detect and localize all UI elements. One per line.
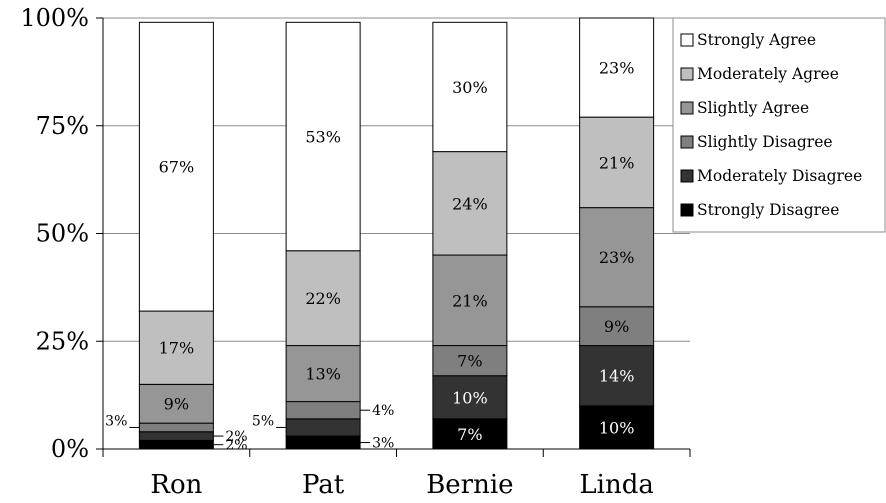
bar-segment [285,401,361,420]
legend-box [672,17,886,233]
bar-segment [432,254,508,347]
legend-swatch [680,101,694,115]
bar-segment [285,418,361,437]
y-tick-label: 100% [20,4,89,32]
data-label: 3% [372,436,394,452]
y-axis: 0% 25% 50% 75% 100% [20,4,691,463]
data-label: 67% [159,158,195,177]
y-tick-label: 50% [36,220,89,248]
data-label: 9% [604,317,629,336]
category-label: Pat [302,470,345,500]
bar-segment [138,431,214,441]
bar-segment [138,21,214,312]
bar-segment [138,422,214,433]
category-label: Bernie [426,470,513,500]
data-label: 22% [305,289,341,308]
data-label: 21% [452,291,488,310]
data-label: 17% [159,339,195,358]
data-label: 2% [225,429,247,445]
category-label: Linda [579,470,653,500]
bar-segment [579,17,655,118]
data-label: 23% [599,59,635,78]
legend-label: Moderately Disagree [697,167,862,185]
legend-swatch [680,33,694,47]
legend-swatch [680,67,694,81]
data-label: 21% [599,153,635,172]
bar-segment [579,405,655,450]
data-labels: 2%2% 3% 9% 17% 67% 3% 5% 4% 13% 22% 53% 7% 10% 7% 21% 2… [105,59,634,454]
data-label: 14% [599,367,635,386]
data-label: 23% [599,248,635,267]
bar-segment [432,375,508,420]
data-label: 4% [372,403,394,419]
bar-segment [138,383,214,424]
bar-segment [285,250,361,347]
data-label: 2% [225,438,247,454]
data-label: 10% [452,388,488,407]
data-label: 7% [457,352,482,371]
data-label: 5% [252,413,274,429]
legend-swatch [680,169,694,183]
bar-segment [579,345,655,407]
data-label: 3% [105,413,127,429]
x-axis-categories: Ron Pat Bernie Linda [150,470,653,500]
bar-segment [432,418,508,450]
legend-label: Slightly Disagree [697,133,833,151]
legend-label: Strongly Disagree [697,201,839,219]
data-label: 10% [599,418,635,437]
data-label: 7% [457,425,482,444]
data-label: 13% [305,365,341,384]
data-label: 53% [305,128,341,147]
y-tick-label: 25% [36,327,89,355]
legend-swatch [680,203,694,217]
bar-segment [432,151,508,256]
y-tick-label: 0% [51,435,89,463]
legend-label: Moderately Agree [697,65,839,83]
bar-segment [579,207,655,308]
data-label: 24% [452,194,488,213]
legend-swatch [680,135,694,149]
y-tick-label: 75% [36,112,89,140]
data-label: 30% [452,78,488,97]
data-label: 9% [164,395,189,414]
category-label: Ron [150,470,202,500]
legend-label: Strongly Agree [697,31,816,49]
bar-segment [138,439,214,450]
bars [138,17,655,450]
bar-segment [285,21,361,252]
bar-segment [285,345,361,403]
bar-segment [285,435,361,450]
legend: Strongly Agree Moderately Agree Slightly A… [672,17,886,233]
legend-label: Slightly Agree [697,99,809,117]
bar-segment [579,116,655,209]
bar-segment [138,310,214,385]
bar-segment [432,21,508,153]
